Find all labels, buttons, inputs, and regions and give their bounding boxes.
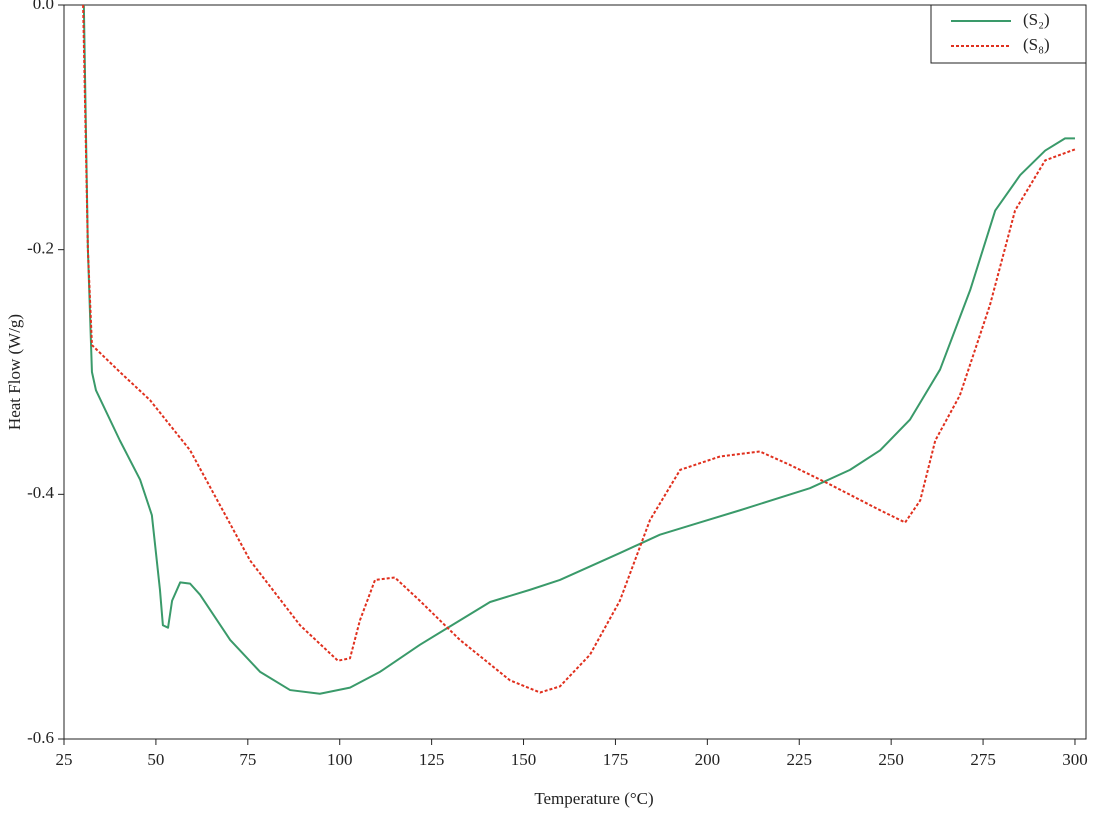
x-tick-label: 50 (147, 750, 164, 769)
x-tick-label: 175 (603, 750, 629, 769)
legend-label: (S₈) (1023, 35, 1050, 54)
series-line (82, 4, 1075, 695)
x-tick-label: 75 (239, 750, 256, 769)
y-tick-label: 0.0 (33, 0, 54, 13)
x-tick-label: 200 (695, 750, 721, 769)
x-tick-label: 225 (787, 750, 813, 769)
x-tick-label: 300 (1062, 750, 1088, 769)
x-tick-label: 250 (878, 750, 904, 769)
x-tick-label: 125 (419, 750, 445, 769)
x-tick-label: 275 (970, 750, 996, 769)
x-axis-label: Temperature (°C) (534, 789, 653, 808)
legend-label: (S₂) (1023, 10, 1050, 29)
plot-frame (63, 4, 1087, 740)
x-tick-label: 150 (511, 750, 537, 769)
x-tick-label: 100 (327, 750, 353, 769)
y-axis-label: Heat Flow (W/g) (5, 314, 24, 430)
y-tick-label: -0.4 (27, 483, 54, 502)
y-tick-label: -0.6 (27, 728, 54, 747)
legend-box (930, 4, 1087, 64)
x-tick-label: 25 (56, 750, 73, 769)
series-line (82, 4, 1076, 694)
y-tick-label: -0.2 (27, 239, 54, 258)
